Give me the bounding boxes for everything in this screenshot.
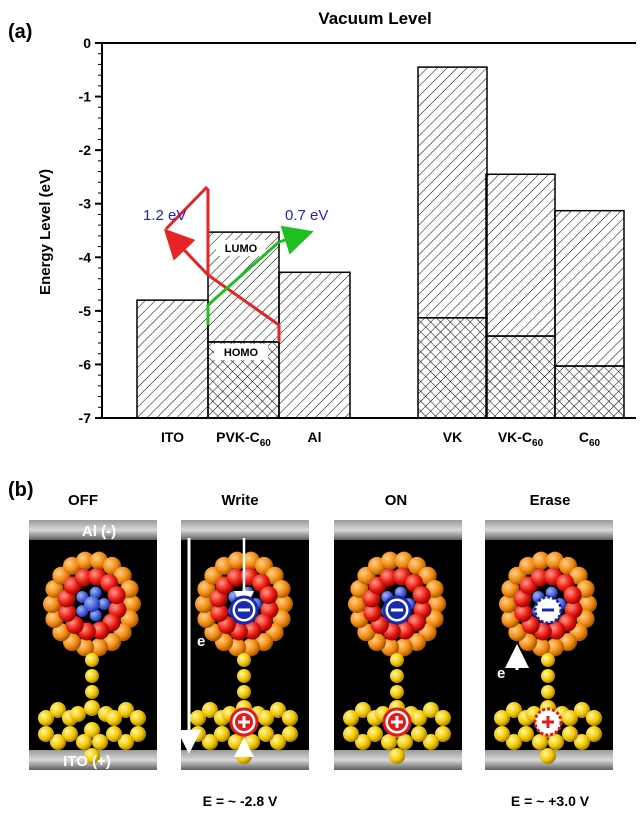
bar-vk-gap	[417, 66, 488, 319]
device-cell-write: e	[177, 520, 309, 770]
x-category-labels: ITO PVK-C60 Al VK VK-C60 C60	[161, 429, 601, 449]
homo-label-bg	[214, 344, 268, 360]
y-tick-label: -6	[79, 356, 92, 372]
top-electrode	[485, 520, 613, 540]
fullerene-molecule	[348, 551, 446, 699]
state-label-on: ON	[385, 492, 408, 509]
electron-label: e	[497, 665, 505, 682]
green-arrow-head	[278, 225, 314, 255]
x-label-c60: C60	[579, 429, 601, 449]
device-cell-off: Al (-) ITO (+)	[29, 520, 157, 770]
bottom-electrode-label: ITO (+)	[63, 753, 111, 770]
bar-vk-c60-gap	[485, 173, 556, 337]
y-ticks: 0 -1 -2 -3 -4 -5 -6 -7	[79, 35, 102, 426]
x-label-ito: ITO	[161, 429, 184, 445]
bar-ito	[136, 299, 209, 419]
panel-a-label: (a)	[8, 21, 32, 43]
carbazole-unit	[38, 700, 146, 764]
bar-vk-c60-homo	[485, 335, 556, 419]
y-tick-label: -7	[79, 410, 92, 426]
top-electrode	[334, 520, 462, 540]
y-tick-label: 0	[83, 35, 91, 51]
erase-voltage-label: E = ~ +3.0 V	[511, 793, 590, 809]
x-label-vk-c60: VK-C60	[498, 429, 544, 449]
energy-level-diagram: (a) Vacuum Level Energy Level (eV) 0 -1 -2…	[8, 9, 636, 449]
fullerene-molecule	[499, 551, 597, 699]
gap-right-label: 0.7 eV	[285, 207, 328, 224]
y-tick-label: -2	[79, 142, 92, 158]
green-transition-arrow	[206, 240, 280, 325]
bar-c60-gap	[554, 209, 625, 367]
state-label-erase: Erase	[530, 492, 571, 509]
top-electrode	[29, 520, 157, 540]
y-axis-label: Energy Level (eV)	[37, 169, 54, 295]
bar-al	[278, 271, 351, 419]
bar-vk-homo	[417, 317, 488, 419]
y-tick-label: -4	[79, 249, 92, 265]
switching-mechanism-illustration: (b) OFF Write ON Erase Al (-) ITO (+) e e E…	[8, 479, 613, 809]
device-cell-on	[334, 520, 462, 770]
bar-c60-homo	[554, 365, 625, 419]
gap-left-label: 1.2 eV	[143, 207, 186, 224]
x-label-vk: VK	[443, 429, 462, 445]
red-arrow-head	[163, 228, 210, 277]
write-voltage-label: E = ~ -2.8 V	[203, 793, 278, 809]
x-label-al: Al	[308, 429, 322, 445]
lumo-label-bg	[216, 240, 266, 256]
chart-title: Vacuum Level	[318, 9, 431, 28]
device-cell-erase: e	[485, 520, 613, 770]
lumo-label: LUMO	[225, 243, 258, 255]
y-tick-label: -5	[79, 303, 92, 319]
fullerene-molecule	[43, 551, 141, 699]
red-transition-arrow	[164, 185, 281, 342]
state-label-write: Write	[221, 492, 258, 509]
y-tick-label: -1	[79, 89, 92, 105]
state-label-off: OFF	[68, 492, 98, 509]
top-electrode	[181, 520, 309, 540]
panel-b-label: (b)	[8, 479, 34, 501]
carbazole-unit	[494, 700, 602, 764]
x-label-pvk-c60: PVK-C60	[216, 429, 271, 449]
bars	[136, 66, 625, 419]
y-tick-label: -3	[79, 196, 92, 212]
homo-label: HOMO	[224, 347, 259, 359]
electron-label: e	[197, 633, 205, 650]
top-electrode-label: Al (-)	[82, 523, 116, 540]
